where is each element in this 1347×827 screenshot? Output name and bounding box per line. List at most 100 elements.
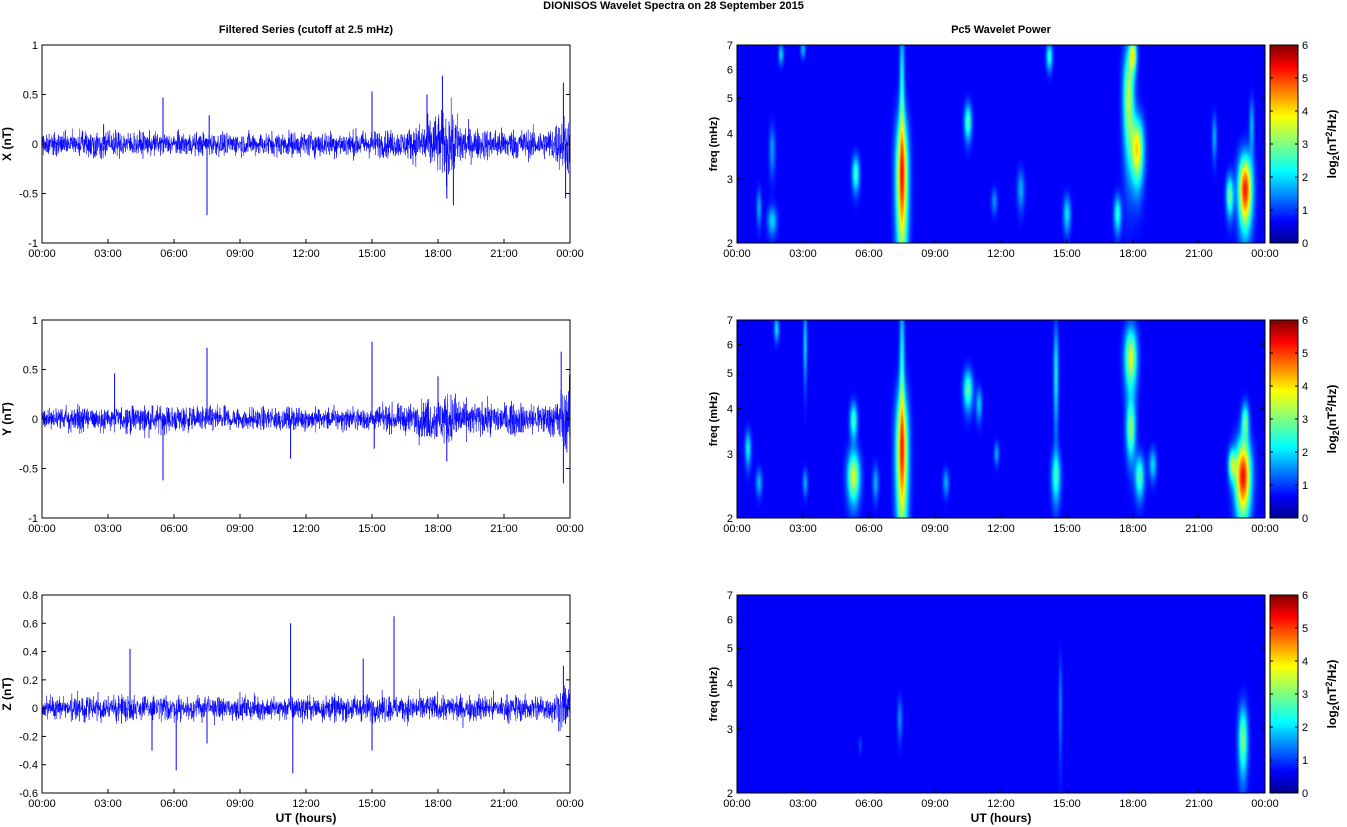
- series-y-ytick-label: -1: [28, 513, 38, 525]
- wavelet-x-xtick-label: 18:00: [1119, 248, 1147, 260]
- series-y-xtick-label: 12:00: [292, 523, 320, 535]
- wavelet-y-xtick-label: 00:00: [723, 523, 751, 535]
- wavelet-z-xtick-label: 00:00: [723, 798, 751, 810]
- wavelet-x-xtick-label: 15:00: [1053, 248, 1081, 260]
- series-x-ytick-label: 0: [32, 139, 38, 151]
- series-y-ylabel: Y (nT): [0, 402, 14, 436]
- series-x-ytick-label: -0.5: [19, 189, 38, 201]
- wavelet-x-xtick-label: 21:00: [1185, 248, 1213, 260]
- wavelet-y-xtick-label: 15:00: [1053, 523, 1081, 535]
- wavelet-x-xtick-label: 06:00: [855, 248, 883, 260]
- series-x-ytick-label: -1: [28, 238, 38, 250]
- wavelet-z-colorbar: [1269, 594, 1299, 794]
- wavelet-x-colorbar-label-part: /Hz): [1325, 110, 1339, 132]
- series-x-xtick-label: 00:00: [28, 248, 56, 260]
- series-y-trace: [41, 374, 571, 453]
- wavelet-z-colorbar-label-part: /Hz): [1325, 660, 1339, 682]
- series-x-ytick-label: 0.5: [23, 90, 38, 102]
- series-z-ytick-label: 0.8: [23, 590, 38, 602]
- wavelet-z-xlabel: UT (hours): [971, 811, 1032, 825]
- series-z-xtick-label: 12:00: [292, 798, 320, 810]
- wavelet-z-ytick-label: 6: [727, 614, 733, 626]
- series-z-xtick-label: 03:00: [94, 798, 122, 810]
- wavelet-y-xtick-label: 00:00: [1251, 523, 1279, 535]
- wavelet-x-colorbar-tick-label: 4: [1302, 106, 1308, 118]
- series-x-ytick-label: 1: [32, 40, 38, 52]
- series-y-ytick-label: 1: [32, 315, 38, 327]
- series-y-xtick-label: 00:00: [28, 523, 56, 535]
- wavelet-z-colorbar-tick-label: 2: [1302, 722, 1308, 734]
- wavelet-x-xtick-label: 00:00: [723, 248, 751, 260]
- series-z-ytick-label: -0.4: [19, 760, 38, 772]
- series-y-xtick-label: 21:00: [490, 523, 518, 535]
- wavelet-z-ytick-label: 2: [727, 788, 733, 800]
- wavelet-x-colorbar-tick-label: 6: [1302, 40, 1308, 52]
- wavelet-z-ytick-label: 7: [727, 590, 733, 602]
- wavelet-x-ytick-label: 5: [727, 93, 733, 105]
- series-z-ytick-label: 0.2: [23, 675, 38, 687]
- series-z-ytick-label: -0.6: [19, 788, 38, 800]
- series-x-xtick-label: 12:00: [292, 248, 320, 260]
- series-x-xtick-label: 21:00: [490, 248, 518, 260]
- wavelet-y-colorbar-label-part: log: [1325, 435, 1339, 453]
- series-z-xlabel: UT (hours): [276, 811, 337, 825]
- wavelet-z-colorbar-label-part: 2: [1331, 705, 1341, 710]
- wavelet-y-colorbar-tick-label: 6: [1302, 315, 1308, 327]
- wavelet-y-colorbar-tick-label: 3: [1302, 414, 1308, 426]
- wavelet-z-xtick-label: 12:00: [987, 798, 1015, 810]
- wavelet-y-colorbar-label-part: 2: [1331, 430, 1341, 435]
- wavelet-x-colorbar-tick-label: 1: [1302, 205, 1308, 217]
- series-y-xtick-label: 06:00: [160, 523, 188, 535]
- wavelet-z-xtick-label: 09:00: [921, 798, 949, 810]
- series-z-xtick-label: 15:00: [358, 798, 386, 810]
- series-z-ytick-label: -0.2: [19, 731, 38, 743]
- wavelet-y-colorbar-tick-label: 4: [1302, 381, 1308, 393]
- series-y-ytick-label: 0.5: [23, 365, 38, 377]
- left-column-title: Filtered Series (cutoff at 2.5 mHz): [218, 24, 394, 36]
- series-x-xtick-label: 15:00: [358, 248, 386, 260]
- series-z-xtick-label: 00:00: [28, 798, 56, 810]
- series-z-xtick-label: 00:00: [556, 798, 584, 810]
- wavelet-y-ytick-label: 5: [727, 368, 733, 380]
- wavelet-y-ytick-label: 2: [727, 513, 733, 525]
- wavelet-x-ytick-label: 3: [727, 174, 733, 186]
- wavelet-y-xtick-label: 18:00: [1119, 523, 1147, 535]
- series-z-xtick-label: 06:00: [160, 798, 188, 810]
- wavelet-z-colorbar-tick-label: 4: [1302, 656, 1308, 668]
- wavelet-z-colorbar-tick-label: 5: [1302, 623, 1308, 635]
- wavelet-x-colorbar-label-part: 2: [1324, 132, 1334, 137]
- series-z-ytick-label: 0.6: [23, 618, 38, 630]
- wavelet-y-colorbar: [1269, 319, 1299, 519]
- wavelet-z-colorbar-tick-label: 6: [1302, 590, 1308, 602]
- wavelet-y-heatmap: [737, 320, 1265, 518]
- wavelet-y-xtick-label: 09:00: [921, 523, 949, 535]
- wavelet-z-colorbar-label-part: log: [1325, 710, 1339, 728]
- series-y-ytick-label: -0.5: [19, 464, 38, 476]
- wavelet-x-ytick-label: 7: [727, 40, 733, 52]
- wavelet-x-colorbar: [1269, 44, 1299, 244]
- wavelet-x-colorbar-label: log2(nT2/Hz): [1324, 110, 1341, 179]
- wavelet-z-ylabel: freq (mHz): [708, 666, 720, 721]
- wavelet-x-xtick-label: 12:00: [987, 248, 1015, 260]
- right-column-title: Pc5 Wavelet Power: [951, 24, 1051, 36]
- wavelet-x-heatmap: [737, 45, 1265, 243]
- wavelet-x-colorbar-tick-label: 2: [1302, 172, 1308, 184]
- wavelet-y-ytick-label: 3: [727, 449, 733, 461]
- series-z-xtick-label: 21:00: [490, 798, 518, 810]
- series-z-plot-bg: [42, 595, 570, 793]
- series-y-xtick-label: 03:00: [94, 523, 122, 535]
- series-z-xtick-label: 09:00: [226, 798, 254, 810]
- figure-title: DIONISOS Wavelet Spectra on 28 September…: [543, 0, 804, 12]
- wavelet-y-ylabel: freq (mHz): [708, 391, 720, 446]
- series-y-ytick-label: 0: [32, 414, 38, 426]
- series-x-trace: [41, 97, 571, 187]
- series-z-xtick-label: 18:00: [424, 798, 452, 810]
- series-x-xtick-label: 06:00: [160, 248, 188, 260]
- wavelet-z-colorbar-tick-label: 0: [1302, 788, 1308, 800]
- wavelet-y-colorbar-label-part: /Hz): [1325, 385, 1339, 407]
- wavelet-z-colorbar-label-part: 2: [1324, 682, 1334, 687]
- series-z-trace: [41, 685, 571, 732]
- wavelet-x-ylabel: freq (mHz): [708, 116, 720, 171]
- wavelet-z-xtick-label: 03:00: [789, 798, 817, 810]
